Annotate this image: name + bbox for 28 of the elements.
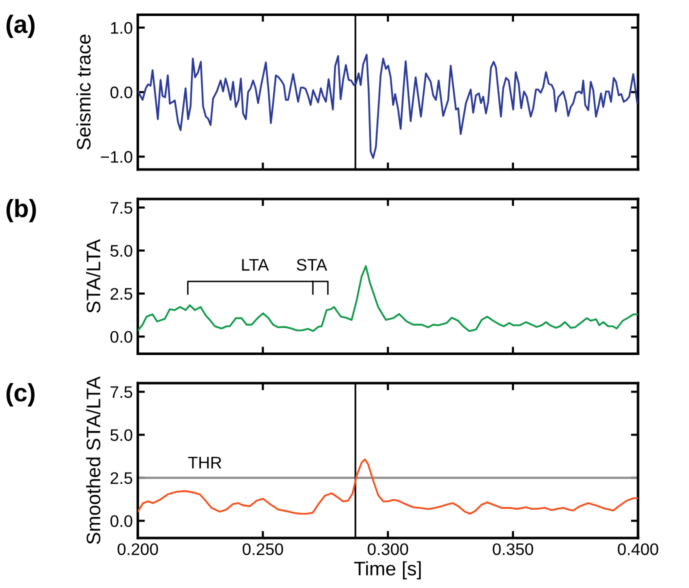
y-tick-label: 1.0	[111, 22, 132, 34]
y-tick-label: 0.0	[110, 515, 132, 528]
chart-title: (c)	[6, 383, 35, 406]
y-axis-title: Smoothed STA/LTA	[86, 376, 100, 544]
annotation: STA	[296, 258, 328, 271]
annotation: LTA	[242, 259, 269, 271]
x-tick-label: 0.400	[618, 543, 658, 556]
x-tick-label: 0.300	[368, 543, 408, 556]
y-axis-title: Seismic trace	[76, 34, 91, 150]
y-tick-label: 7.5	[110, 202, 132, 214]
line-series	[138, 458, 638, 515]
line-series	[138, 54, 638, 159]
x-tick-label: 0.200	[118, 543, 158, 556]
y-tick-label: 0.0	[110, 86, 132, 98]
chart-title: (b)	[6, 198, 36, 222]
y-tick-label: 0.0	[110, 330, 132, 343]
x-tick-label: 0.250	[242, 543, 284, 556]
y-axis-title: STA/LTA	[86, 239, 100, 313]
y-tick-label: 2.5	[110, 288, 132, 300]
x-axis-title: Time [s]	[354, 561, 421, 580]
y-tick-label: 7.5	[110, 386, 132, 398]
chart-title: (a)	[6, 14, 35, 38]
y-tick-label: 5.0	[110, 244, 132, 257]
y-tick-label: 5.0	[110, 429, 132, 441]
ref-line-label: THR	[188, 456, 222, 468]
x-tick-label: 0.350	[492, 543, 534, 556]
y-tick-label: −1.0	[100, 151, 132, 163]
y-tick-label: 2.5	[110, 472, 132, 484]
